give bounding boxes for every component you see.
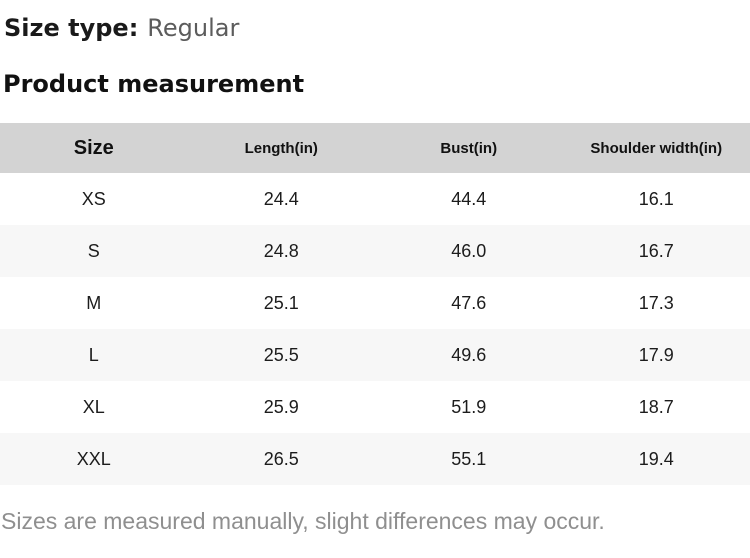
measurement-cell: 16.7: [638, 240, 674, 261]
table-row: XXL 26.5 55.1 19.4: [0, 433, 750, 485]
column-header-bust: Bust(in): [440, 139, 498, 157]
measurement-footnote: Sizes are measured manually, slight diff…: [1, 508, 605, 534]
column-header-shoulder-width: Shoulder width(in): [590, 139, 723, 157]
measurement-cell: 44.4: [451, 188, 487, 209]
measurement-cell: 19.4: [638, 448, 674, 469]
measurement-cell: 25.5: [263, 344, 299, 365]
measurement-cell: 25.1: [263, 292, 299, 313]
measurement-cell: 51.9: [451, 396, 487, 417]
column-header-length: Length(in): [244, 139, 318, 157]
size-type-label: Size type:: [4, 14, 139, 42]
product-measurement-title: Product measurement: [3, 70, 305, 98]
size-cell: L: [88, 344, 99, 365]
measurement-cell: 25.9: [263, 396, 299, 417]
table-header-row: Size Length(in) Bust(in) Shoulder width(…: [0, 123, 750, 173]
size-cell: XS: [81, 188, 106, 209]
measurement-cell: 55.1: [451, 448, 487, 469]
table-row: XS 24.4 44.4 16.1: [0, 173, 750, 225]
measurement-cell: 24.4: [263, 188, 299, 209]
size-type-line: Size type: Regular: [0, 12, 750, 45]
measurement-cell: 26.5: [263, 448, 299, 469]
measurement-cell: 46.0: [451, 240, 487, 261]
table-row: L 25.5 49.6 17.9: [0, 329, 750, 381]
table-body: XS 24.4 44.4 16.1 S 24.8 46.0 16.7 M 25.1 47.6 17.3…: [0, 173, 750, 485]
size-type-value: Regular: [147, 14, 240, 42]
size-cell: XXL: [76, 448, 111, 469]
measurement-table: Size Length(in) Bust(in) Shoulder width(…: [0, 123, 750, 485]
size-cell: XL: [82, 396, 105, 417]
measurement-cell: 49.6: [451, 344, 487, 365]
measurement-cell: 17.9: [638, 344, 674, 365]
table-row: XL 25.9 51.9 18.7: [0, 381, 750, 433]
table-row: M 25.1 47.6 17.3: [0, 277, 750, 329]
column-header-size: Size: [73, 136, 114, 159]
measurement-cell: 16.1: [638, 188, 674, 209]
size-cell: S: [87, 240, 100, 261]
table-row: S 24.8 46.0 16.7: [0, 225, 750, 277]
measurement-cell: 18.7: [638, 396, 674, 417]
size-cell: M: [86, 292, 102, 313]
measurement-cell: 24.8: [263, 240, 299, 261]
measurement-cell: 17.3: [638, 292, 674, 313]
measurement-cell: 47.6: [451, 292, 487, 313]
